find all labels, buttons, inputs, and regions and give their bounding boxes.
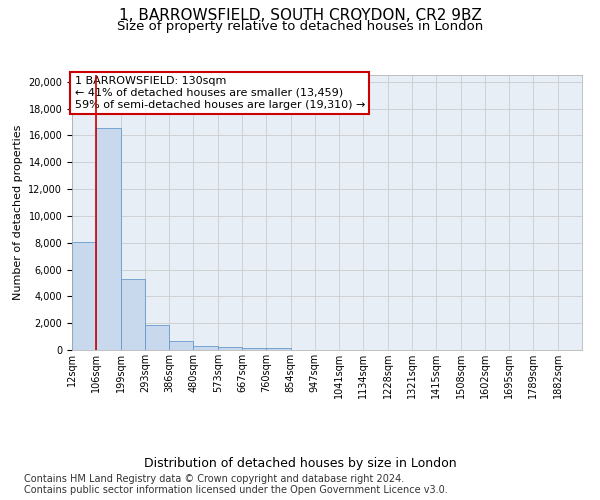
Bar <box>145 325 169 350</box>
Bar <box>72 242 96 350</box>
Text: Size of property relative to detached houses in London: Size of property relative to detached ho… <box>117 20 483 33</box>
Bar <box>169 341 193 350</box>
Text: Contains public sector information licensed under the Open Government Licence v3: Contains public sector information licen… <box>24 485 448 495</box>
Bar <box>242 348 266 350</box>
Bar <box>266 348 290 350</box>
Bar <box>218 347 242 350</box>
Bar <box>96 128 121 350</box>
Y-axis label: Number of detached properties: Number of detached properties <box>13 125 23 300</box>
Text: 1 BARROWSFIELD: 130sqm
← 41% of detached houses are smaller (13,459)
59% of semi: 1 BARROWSFIELD: 130sqm ← 41% of detached… <box>74 76 365 110</box>
Text: 1, BARROWSFIELD, SOUTH CROYDON, CR2 9BZ: 1, BARROWSFIELD, SOUTH CROYDON, CR2 9BZ <box>119 8 481 22</box>
Text: Contains HM Land Registry data © Crown copyright and database right 2024.: Contains HM Land Registry data © Crown c… <box>24 474 404 484</box>
Bar <box>193 346 218 350</box>
Bar <box>121 279 145 350</box>
Text: Distribution of detached houses by size in London: Distribution of detached houses by size … <box>143 458 457 470</box>
